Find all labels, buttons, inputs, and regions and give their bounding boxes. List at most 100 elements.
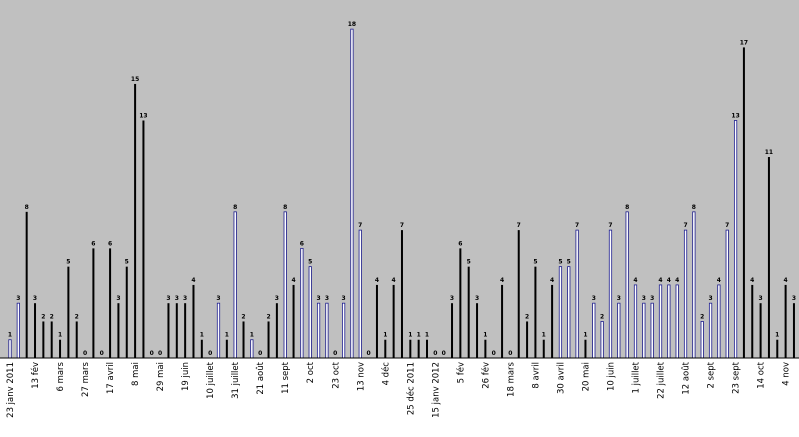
x-tick-label: 10 juillet bbox=[206, 361, 216, 399]
bar bbox=[751, 284, 754, 358]
data-label: 3 bbox=[166, 295, 170, 302]
data-label: 0 bbox=[83, 350, 87, 357]
data-label: 1 bbox=[583, 332, 587, 339]
data-label: 6 bbox=[458, 240, 462, 247]
bar bbox=[16, 302, 20, 359]
data-label: 1 bbox=[408, 332, 412, 339]
data-label: 6 bbox=[300, 240, 304, 247]
bar bbox=[216, 302, 221, 359]
bar bbox=[642, 302, 646, 359]
data-label: 4 bbox=[675, 277, 679, 284]
data-label: 3 bbox=[175, 295, 179, 302]
data-label: 0 bbox=[158, 350, 162, 357]
x-tick-label: 18 mars bbox=[506, 361, 516, 397]
x-tick-label: 25 déc 2011 bbox=[405, 362, 416, 415]
data-label: 4 bbox=[667, 277, 671, 284]
bar bbox=[225, 339, 228, 358]
bar bbox=[109, 248, 112, 358]
data-label: 5 bbox=[467, 259, 471, 266]
bar bbox=[501, 284, 504, 358]
x-tick-labels-group: 23 janv 2011 13 fév 6 mars 27 mars 17 avril 8… bbox=[6, 361, 792, 418]
data-label: 3 bbox=[592, 295, 596, 302]
x-tick-label: 30 avril bbox=[556, 362, 566, 394]
bar bbox=[233, 211, 237, 359]
x-tick-label: 11 sept bbox=[281, 361, 291, 394]
x-tick-label: 2 sept bbox=[707, 361, 717, 388]
data-label: 15 bbox=[131, 76, 139, 83]
bar bbox=[700, 321, 704, 359]
data-label: 1 bbox=[483, 332, 487, 339]
data-label: 11 bbox=[765, 149, 773, 156]
bar bbox=[459, 248, 462, 358]
x-tick-label: 10 juin bbox=[606, 362, 616, 391]
bar bbox=[67, 266, 70, 358]
x-tick-label: 22 juillet bbox=[657, 361, 667, 399]
data-label: 2 bbox=[600, 313, 604, 320]
data-label: 3 bbox=[642, 295, 646, 302]
data-label: 7 bbox=[575, 222, 579, 229]
bar bbox=[742, 47, 745, 358]
data-label: 7 bbox=[517, 222, 521, 229]
bar bbox=[25, 211, 28, 358]
data-label: 2 bbox=[525, 313, 529, 320]
bar bbox=[759, 303, 762, 358]
data-label: 0 bbox=[100, 350, 104, 357]
bar bbox=[175, 303, 178, 358]
data-label: 3 bbox=[16, 295, 20, 302]
data-label: 2 bbox=[700, 313, 704, 320]
x-tick-label: 29 mai bbox=[156, 362, 166, 391]
x-tick-label: 1 juillet bbox=[632, 361, 642, 393]
data-label: 4 bbox=[392, 277, 396, 284]
data-label: 3 bbox=[792, 295, 796, 302]
bar bbox=[567, 266, 571, 359]
bar bbox=[308, 266, 312, 359]
x-tick-label: 23 sept bbox=[732, 361, 742, 394]
bar bbox=[476, 303, 479, 358]
bar bbox=[59, 339, 62, 358]
bar bbox=[784, 284, 787, 358]
bar bbox=[650, 302, 654, 359]
data-label: 4 bbox=[191, 277, 195, 284]
x-tick-label: 17 avril bbox=[106, 362, 116, 394]
bar bbox=[692, 211, 696, 359]
data-label: 4 bbox=[500, 277, 504, 284]
bar bbox=[200, 339, 203, 358]
bar bbox=[551, 284, 554, 358]
bar bbox=[409, 339, 412, 358]
x-tick-label: 13 fév bbox=[30, 362, 41, 389]
data-label: 1 bbox=[200, 332, 204, 339]
data-label: 1 bbox=[425, 332, 429, 339]
data-label: 6 bbox=[108, 240, 112, 247]
x-tick-label: 19 juin bbox=[181, 362, 191, 391]
bar bbox=[534, 266, 537, 358]
x-tick-label: 20 mai bbox=[581, 362, 591, 391]
bar bbox=[717, 284, 721, 359]
bar bbox=[184, 303, 187, 358]
data-label: 1 bbox=[225, 332, 229, 339]
bar bbox=[117, 303, 120, 358]
bar bbox=[134, 83, 137, 358]
x-tick-label: 31 juillet bbox=[231, 361, 241, 399]
x-tick-label: 27 mars bbox=[81, 361, 91, 397]
data-label: 3 bbox=[759, 295, 763, 302]
data-label: 4 bbox=[658, 277, 662, 284]
bar bbox=[50, 321, 53, 358]
bar bbox=[167, 303, 170, 358]
bar bbox=[42, 321, 45, 358]
bar bbox=[608, 229, 613, 359]
data-label: 3 bbox=[650, 295, 654, 302]
data-label: 3 bbox=[183, 295, 187, 302]
data-label: 1 bbox=[58, 332, 62, 339]
bar bbox=[683, 229, 688, 359]
data-label: 3 bbox=[316, 295, 320, 302]
data-label: 0 bbox=[150, 350, 154, 357]
bar bbox=[267, 321, 270, 358]
data-label: 0 bbox=[433, 350, 437, 357]
data-label: 1 bbox=[775, 332, 779, 339]
bar bbox=[542, 339, 545, 358]
data-label: 8 bbox=[625, 204, 629, 211]
data-label: 7 bbox=[683, 222, 687, 229]
data-label: 3 bbox=[275, 295, 279, 302]
